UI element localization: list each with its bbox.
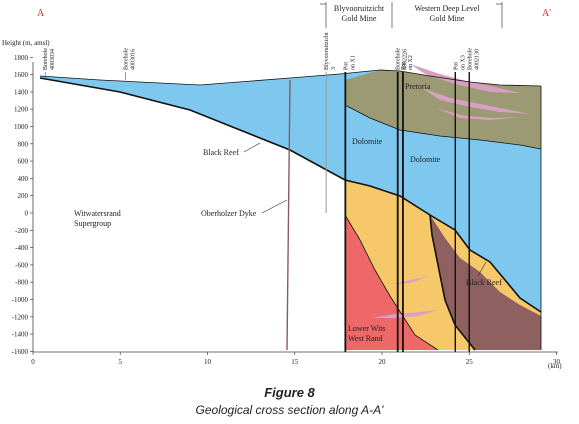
y-tick-label: 1800 [14, 54, 29, 62]
y-tick-label: 1400 [14, 88, 29, 96]
y-tick-label: -1200 [12, 313, 29, 321]
section-header: A A' Blyvooruitzicht Gold Mine Western D… [37, 2, 551, 28]
mine-1-name: Blyvooruitzicht [334, 4, 385, 13]
dolomite-label-2: Dolomite [410, 155, 441, 164]
y-tick-label: -400 [15, 244, 28, 252]
black-reef-label-1: Black Reef [203, 148, 239, 157]
brown-contact-line [429, 214, 476, 351]
surface-line [39, 69, 542, 87]
borehole-label: Borehole4002226 [396, 48, 409, 70]
x-axis-unit: (km) [548, 362, 562, 370]
y-tick-label: -1000 [12, 296, 29, 304]
borehole-label: Borehole4002130 [467, 48, 480, 70]
figure-title: Geological cross section along A-A' [195, 403, 384, 417]
brown-unit [430, 215, 541, 350]
vein-5 [372, 310, 438, 318]
figure-number: Figure 8 [264, 385, 315, 400]
oberholzer-dyke-label: Oberholzer Dyke [201, 209, 257, 218]
x-tick-label: 0 [31, 358, 35, 366]
x-tick-label: 5 [119, 358, 123, 366]
lower-wits-label-1: Lower Wits [348, 324, 386, 333]
geology-layers [40, 64, 541, 350]
x-tick-label: 20 [379, 358, 387, 366]
y-tick-label: 200 [18, 192, 29, 200]
lower-wits-unit [345, 215, 438, 350]
wits-contact-line [344, 214, 439, 351]
y-tick-label: 0 [25, 210, 29, 218]
y-tick-label: -1400 [12, 331, 29, 339]
cross-section-diagram: Borehole4003034 Borehole4003016 Blyvooruit… [2, 2, 562, 370]
y-tick-label: 600 [18, 158, 29, 166]
boundaries [39, 69, 542, 351]
witwatersrand-label-1: Witwatersrand [74, 209, 121, 218]
x-tick-label: 10 [204, 358, 212, 366]
boreholes: Borehole4003034 Borehole4003016 Blyvooruit… [43, 32, 480, 352]
borehole-label: Borehole4003034 [43, 48, 56, 70]
x-tick-label: 15 [291, 358, 299, 366]
mine-1-type: Gold Mine [342, 14, 377, 23]
borehole-label: Poton X1 [343, 55, 356, 70]
y-tick-label: 1000 [14, 123, 29, 131]
y-tick-label: -800 [15, 279, 28, 287]
black-reef-label-2: Black Reef [466, 278, 502, 287]
pretoria-label: Pretoria [405, 82, 431, 91]
lower-wits-label-2: West Rand [348, 334, 383, 343]
borehole-label: Blyvooruitzicht3 [324, 32, 337, 70]
pretoria-base-line [344, 80, 542, 150]
section-label-a: A [37, 8, 45, 19]
x-tick-label: 30 [553, 358, 561, 366]
y-tick-label: 1600 [14, 71, 29, 79]
borehole-label: Borehole4003016 [123, 48, 136, 70]
y-axis-title: Height (m, amsl) [2, 39, 50, 47]
y-tick-label: 400 [18, 175, 29, 183]
borehole-label: Poton X3 [453, 55, 466, 70]
axes: Height (m, amsl) (km) 1800 1600 1400 1200 10… [2, 39, 562, 370]
vein-4 [392, 276, 430, 284]
mine-2-type: Gold Mine [430, 14, 465, 23]
black-reef-line [39, 77, 542, 313]
section-label-a-prime: A' [542, 8, 551, 19]
y-tick-label: 800 [18, 140, 29, 148]
unit-labels: Pretoria Dolomite Dolomite Witwatersrand… [74, 82, 502, 343]
vein-3 [436, 108, 520, 120]
x-tick-label: 25 [466, 358, 474, 366]
dolomite-label-1: Dolomite [352, 137, 383, 146]
borehole-label: Poton X2 [401, 55, 414, 70]
oberholzer-dyke [286, 79, 291, 351]
witwatersrand-label-2: Supergroup [74, 219, 111, 228]
y-tick-label: -1600 [12, 348, 29, 356]
y-tick-label: 1200 [14, 106, 29, 114]
mine-2-name: Western Deep Level [414, 4, 480, 13]
y-tick-label: -200 [15, 227, 28, 235]
y-tick-label: -600 [15, 261, 28, 269]
